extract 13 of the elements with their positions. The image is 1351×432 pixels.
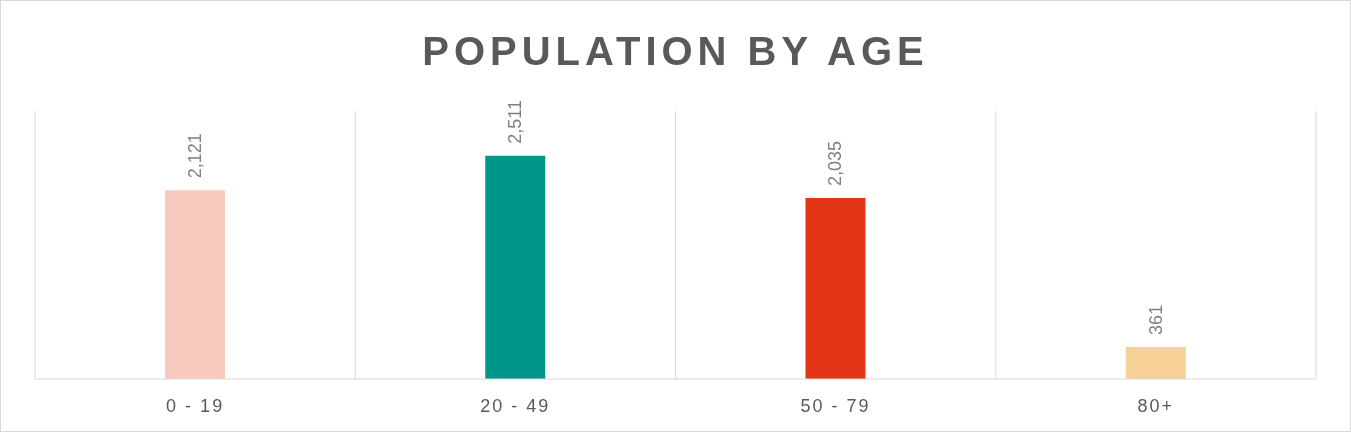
x-tick-label: 80+ (1137, 395, 1175, 416)
bar (1125, 346, 1186, 379)
x-tick-label: 50 - 79 (800, 395, 871, 416)
bar (485, 155, 546, 379)
data-label: 2,121 (185, 133, 205, 179)
x-tick-label: 20 - 49 (480, 395, 551, 416)
x-tick-label: 0 - 19 (166, 395, 225, 416)
bar (165, 190, 225, 379)
data-label: 2,511 (505, 99, 526, 144)
bar (805, 198, 866, 379)
data-label: 361 (1145, 304, 1166, 335)
chart-title: POPULATION BY AGE (421, 29, 930, 74)
data-label: 2,035 (825, 140, 846, 186)
